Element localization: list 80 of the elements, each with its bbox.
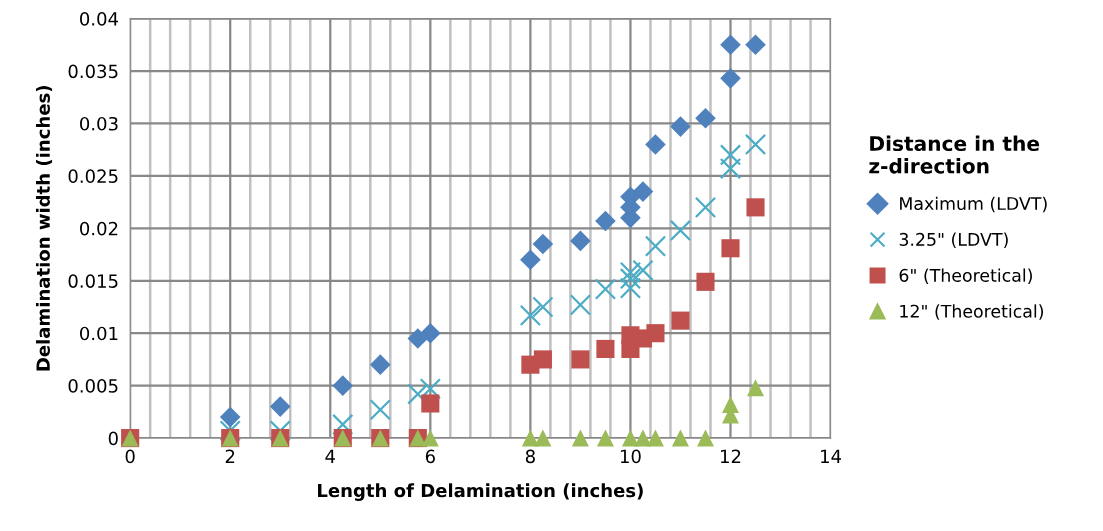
- x-tick-label: 0: [125, 449, 135, 464]
- point: [720, 68, 741, 89]
- point: [419, 378, 442, 400]
- legend-title: Distance in the z-direction: [869, 135, 1040, 174]
- point: [596, 429, 614, 447]
- point: [646, 429, 664, 447]
- y-tick-label: 0: [108, 431, 118, 446]
- x-tick-label: 12: [721, 449, 741, 463]
- point: [595, 210, 616, 232]
- point: [571, 350, 590, 369]
- y-tick-label: 0.005: [68, 379, 118, 393]
- legend-label: 12" (Theoretical): [900, 304, 1044, 320]
- point: [694, 196, 717, 219]
- legend-label: 6" (Theoretical): [899, 268, 1032, 284]
- point: [670, 116, 691, 137]
- y-tick-label: 0.025: [68, 169, 118, 184]
- x-tick-label: 4: [325, 449, 335, 463]
- point: [407, 383, 429, 405]
- point: [669, 219, 692, 242]
- point: [269, 396, 291, 417]
- point: [745, 34, 766, 56]
- point: [520, 249, 541, 271]
- point: [671, 429, 689, 447]
- point: [370, 354, 391, 375]
- point: [695, 107, 716, 129]
- point: [219, 406, 241, 428]
- legend-label: 3.25" (LDVT): [899, 232, 1008, 249]
- point: [519, 304, 542, 327]
- point: [533, 350, 552, 369]
- point: [696, 272, 715, 291]
- point: [421, 394, 440, 413]
- x-tick-label: 10: [620, 449, 641, 464]
- point: [719, 144, 742, 166]
- point: [569, 294, 592, 316]
- y-tick-label: 0.01: [80, 326, 118, 341]
- point: [744, 133, 767, 156]
- point: [619, 267, 642, 290]
- point: [571, 429, 589, 447]
- point: [420, 322, 441, 344]
- point: [634, 429, 652, 447]
- point: [632, 181, 654, 202]
- y-axis-title: Delamination width (inches): [35, 86, 53, 371]
- point: [570, 230, 591, 252]
- point: [632, 259, 654, 281]
- point: [332, 413, 354, 436]
- x-axis-title: Length of Delamination (inches): [318, 483, 643, 501]
- point: [532, 296, 554, 318]
- point: [720, 34, 741, 56]
- point: [534, 429, 552, 447]
- point: [532, 233, 554, 255]
- y-tick-label: 0.03: [80, 116, 118, 131]
- point: [594, 278, 617, 300]
- x-tick-label: 8: [525, 449, 535, 464]
- point: [596, 339, 615, 358]
- point: [332, 375, 354, 396]
- x-tick-label: 14: [821, 449, 842, 463]
- point: [521, 429, 539, 447]
- point: [747, 379, 765, 397]
- point: [646, 324, 665, 343]
- point: [722, 396, 740, 414]
- y-tick-label: 0.04: [80, 12, 119, 26]
- point: [645, 134, 666, 155]
- point: [696, 429, 714, 447]
- point: [721, 239, 740, 258]
- point: [369, 399, 391, 421]
- y-tick-label: 0.035: [68, 64, 118, 79]
- legend-label: Maximum (LDVT): [900, 196, 1047, 213]
- point: [719, 157, 742, 180]
- point: [619, 277, 642, 299]
- y-tick-label: 0.02: [80, 221, 118, 236]
- y-tick-label: 0.015: [68, 274, 118, 288]
- point: [407, 328, 429, 349]
- point: [421, 429, 439, 447]
- point: [621, 429, 639, 447]
- x-tick-label: 6: [425, 449, 435, 464]
- x-tick-label: 2: [225, 449, 235, 463]
- point: [644, 235, 667, 257]
- point: [671, 311, 690, 330]
- point: [746, 198, 765, 217]
- point: [619, 261, 642, 284]
